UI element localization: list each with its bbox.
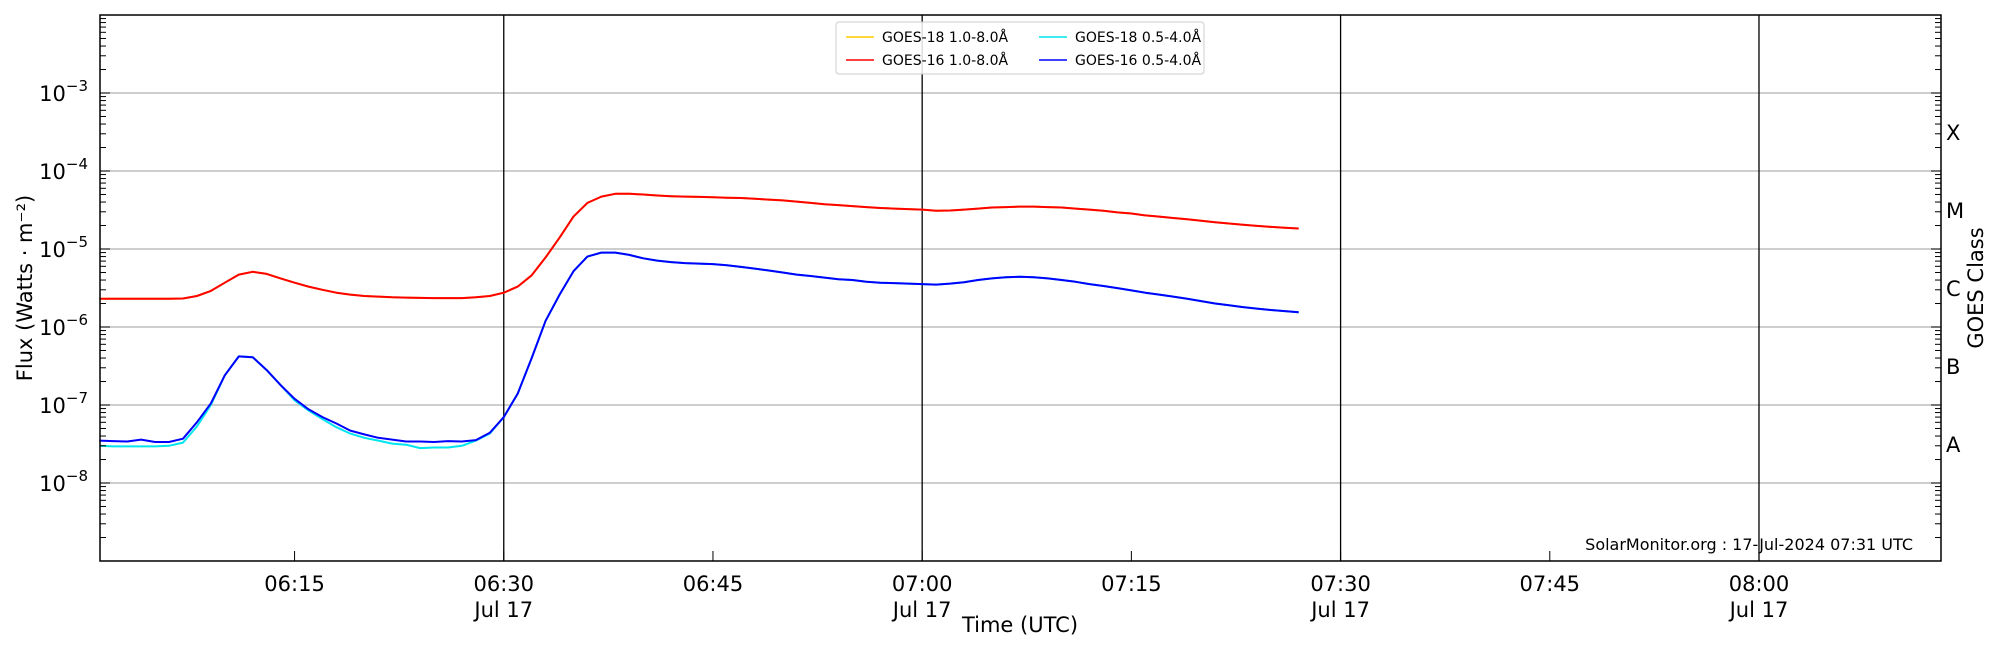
series-line-goes-16-0-5-4-0- [99,251,1299,443]
legend-label: GOES-16 1.0-8.0Å [882,52,1008,69]
goes-class-label: C [1946,277,1961,301]
x-tick-label: 07:30 [1310,572,1371,596]
x-tick-sublabel: Jul 17 [1309,598,1370,622]
grid [100,92,1941,484]
series-lines [99,192,1299,450]
x-tick-label: 06:45 [683,572,744,596]
plot-frame [99,14,1942,562]
x-tick-label: 07:15 [1101,572,1162,596]
y-axis-label: Flux (Watts · m⁻²) [13,195,37,381]
y-tick-label: 10−4 [39,155,88,184]
x-tick-label: 06:15 [264,572,325,596]
x-tick-label: 06:30 [473,572,534,596]
legend-label: GOES-18 0.5-4.0Å [1075,29,1201,46]
x-tick-sublabel: Jul 17 [1728,598,1789,622]
goes-class-label: X [1946,121,1960,145]
legend: GOES-18 1.0-8.0Å GOES-16 1.0-8.0Å GOES-18 … [835,21,1205,75]
y-tick-label: 10−7 [39,389,88,418]
vertical-day-lines [503,15,1760,561]
x-axis-label: Time (UTC) [961,613,1078,637]
x-tick-sublabel: Jul 17 [891,598,952,622]
x-tick-sublabel: Jul 17 [472,598,533,622]
legend-label: GOES-16 0.5-4.0Å [1075,52,1201,69]
goes-class-label: A [1946,433,1961,457]
y-tick-label: 10−5 [39,233,88,262]
series-line-goes-16-1-0-8-0- [99,192,1299,300]
y-tick-label: 10−3 [39,77,88,106]
goes-class-label: B [1946,355,1960,379]
y-axis-right-label: GOES Class [1964,227,1988,348]
goes-class-label: M [1946,199,1964,223]
series-line-goes-18-1-0-8-0- [99,192,1299,300]
annotation: SolarMonitor.org : 17-Jul-2024 07:31 UTC [1585,535,1913,554]
legend-box [835,21,1205,75]
y-tick-label: 10−6 [39,311,88,340]
x-tick-label: 07:00 [892,572,953,596]
x-tick-label: 08:00 [1729,572,1790,596]
x-tick-label: 07:45 [1520,572,1581,596]
axis-ticks [100,18,1941,561]
y-tick-label: 10−8 [39,467,88,496]
series-line-goes-18-0-5-4-0- [99,251,1299,450]
legend-label: GOES-18 1.0-8.0Å [882,29,1008,46]
